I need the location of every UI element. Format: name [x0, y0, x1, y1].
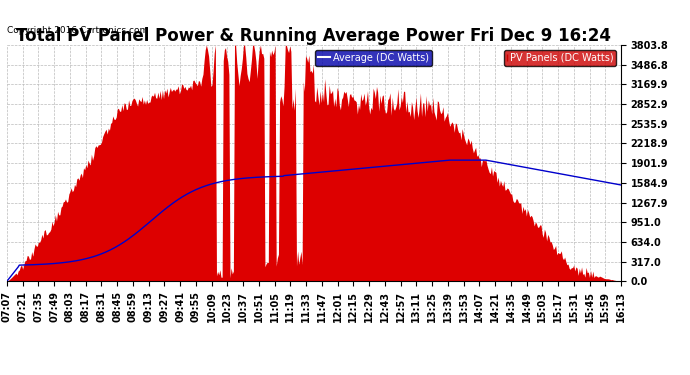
Title: Total PV Panel Power & Running Average Power Fri Dec 9 16:24: Total PV Panel Power & Running Average P… [17, 27, 611, 45]
Legend: PV Panels (DC Watts): PV Panels (DC Watts) [504, 50, 616, 66]
Text: Copyright 2016 Cartronics.com: Copyright 2016 Cartronics.com [7, 26, 148, 35]
